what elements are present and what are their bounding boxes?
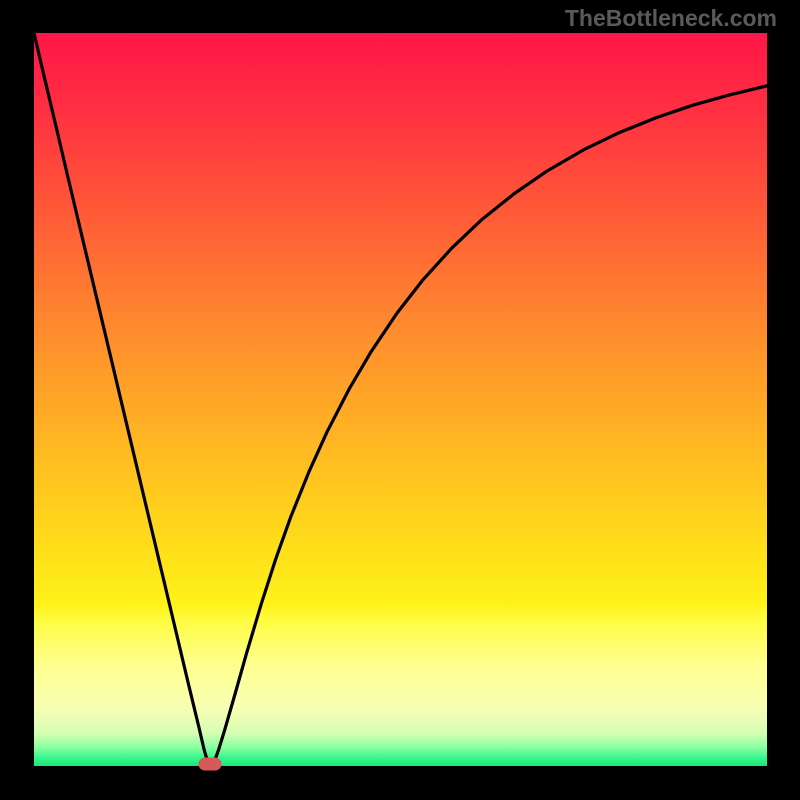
- watermark-label: TheBottleneck.com: [565, 5, 777, 32]
- optimum-marker: [198, 757, 221, 770]
- plot-area: [34, 33, 767, 767]
- bottleneck-curve: [34, 33, 767, 767]
- chart-container: TheBottleneck.com: [0, 0, 800, 800]
